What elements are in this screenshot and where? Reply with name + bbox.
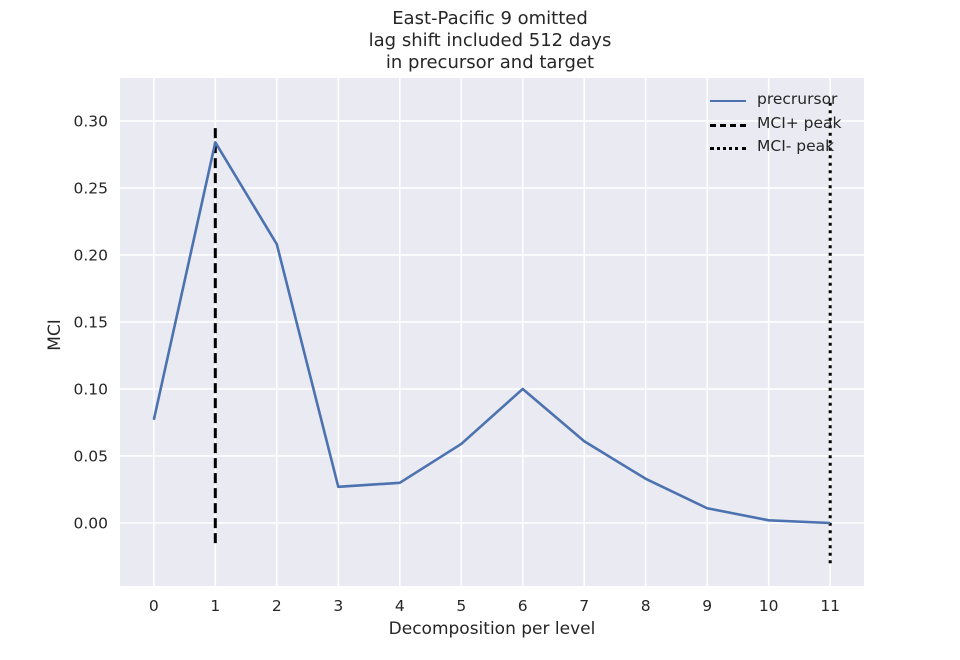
legend-swatch-solid (710, 100, 746, 102)
legend-item-mci-minus-peak: MCI- peak (706, 136, 856, 160)
legend-swatch-dashed (710, 123, 746, 127)
y-axis-label: MCI (45, 319, 65, 351)
y-tick-label: 0.30 (73, 112, 108, 130)
y-axis-ticks: 0.00 0.05 0.10 0.15 0.20 0.25 0.30 (73, 112, 108, 532)
precursor-series-line (152, 141, 831, 525)
y-tick-label: 0.25 (73, 179, 108, 197)
x-tick-label: 1 (210, 597, 220, 615)
y-tick-label: 0.10 (73, 380, 108, 398)
legend-label: precrursor (757, 90, 838, 108)
x-tick-label: 4 (395, 597, 405, 615)
peak-lines (213, 100, 832, 564)
y-tick-label: 0.05 (73, 447, 108, 465)
chart-title-line-3: in precursor and target (385, 52, 595, 73)
chart-title-line-1: East-Pacific 9 omitted (392, 8, 588, 29)
x-tick-label: 2 (272, 597, 282, 615)
legend-swatch-dotted (710, 147, 746, 150)
x-tick-label: 11 (820, 597, 840, 615)
x-tick-label: 3 (333, 597, 343, 615)
x-tick-label: 0 (149, 597, 159, 615)
x-tick-label: 6 (518, 597, 528, 615)
legend-label: MCI- peak (757, 137, 835, 155)
x-tick-label: 10 (759, 597, 779, 615)
chart-title-line-2: lag shift included 512 days (368, 30, 612, 51)
legend-item-mci-plus-peak: MCI+ peak (706, 113, 856, 137)
y-tick-label: 0.00 (73, 515, 108, 533)
x-tick-label: 5 (456, 597, 466, 615)
x-tick-label: 9 (702, 597, 712, 615)
x-axis-ticks: 0 1 2 3 4 5 6 7 8 9 10 11 (149, 597, 840, 615)
series-lines (152, 141, 831, 525)
x-axis-label: Decomposition per level (388, 619, 596, 639)
x-tick-label: 8 (641, 597, 651, 615)
grid (120, 78, 864, 586)
x-tick-label: 7 (579, 597, 589, 615)
y-tick-label: 0.15 (73, 313, 108, 331)
legend: precrursor MCI+ peak MCI- peak (706, 89, 856, 160)
legend-item-precursor: precrursor (706, 89, 856, 113)
legend-label: MCI+ peak (757, 113, 842, 132)
plot-area (120, 78, 864, 586)
y-tick-label: 0.20 (73, 246, 108, 264)
